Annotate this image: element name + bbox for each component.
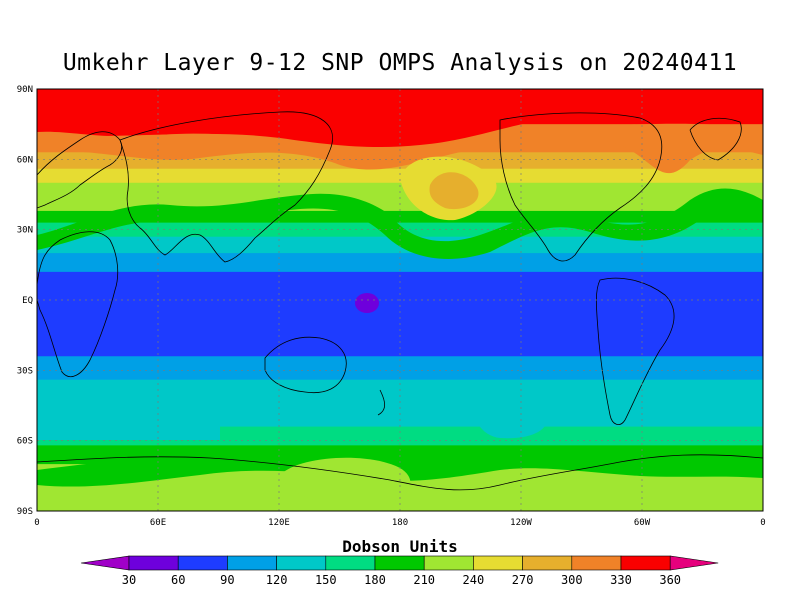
lon-label: 120E: [268, 518, 290, 528]
lon-label: 0: [34, 518, 39, 528]
colorbar-level-label: 60: [171, 573, 185, 587]
lat-label: 30N: [17, 226, 33, 236]
contour-nh-orange-wave: [37, 123, 763, 174]
coast-greenland: [689, 117, 742, 161]
map-area: [37, 89, 763, 511]
contour-band-9: [37, 253, 763, 273]
longitude-labels: 0 60E 120E 180 120W 60W 0: [34, 518, 765, 528]
lat-label: 90S: [17, 507, 33, 517]
coast-africa: [37, 231, 119, 377]
coast-asia: [119, 111, 333, 263]
colorbar-level-label: 330: [610, 573, 632, 587]
colorbar-swatch: [227, 555, 277, 571]
coast-australia: [264, 336, 347, 394]
contour-sh-cyan-bulge-1: [37, 394, 220, 440]
lat-label: 90N: [17, 85, 33, 95]
contour-equatorial-min: [355, 293, 379, 313]
coastlines: [37, 111, 763, 491]
colorbar-level-label: 120: [266, 573, 288, 587]
colorbar-swatch: [276, 555, 327, 571]
contour-band-10: [37, 271, 763, 357]
coast-new-zealand: [377, 389, 386, 416]
contour-band-4: [37, 168, 763, 184]
contour-nh-red-wave: [37, 89, 763, 148]
lon-label: 180: [392, 518, 408, 528]
coast-europe: [37, 131, 123, 209]
colorbar-swatch: [620, 555, 671, 571]
contour-pacific-gold: [429, 172, 479, 210]
contour-nh-green-wave: [37, 188, 763, 259]
colorbar-swatch: [473, 555, 523, 571]
lat-label: 60N: [17, 155, 33, 165]
colorbar-swatch: [522, 555, 573, 571]
colorbar-level-label: 300: [561, 573, 583, 587]
colorbar-level-label: 180: [364, 573, 386, 587]
lon-label: 60W: [634, 518, 651, 528]
contour-sh-cyan-bulge-2: [469, 383, 548, 439]
colorbar-level-label: 30: [122, 573, 136, 587]
colorbar-swatch: [128, 555, 179, 571]
map-frame: [36, 88, 764, 512]
colorbar-high-arrow: [669, 555, 719, 571]
lat-label: EQ: [22, 296, 33, 306]
latitude-labels: 90N 60N 30N EQ 30S 60S 90S: [17, 85, 33, 517]
colorbar-swatch: [177, 555, 228, 571]
colorbar-level-label: 240: [463, 573, 485, 587]
colorbar-level-label: 270: [512, 573, 534, 587]
colorbar-level-label: 150: [315, 573, 337, 587]
colorbar-low-arrow: [80, 555, 130, 571]
lat-label: 60S: [17, 437, 33, 447]
colorbar-level-label: 210: [413, 573, 435, 587]
colorbar-level-label: 360: [659, 573, 681, 587]
colorbar-swatch: [325, 555, 376, 571]
colorbar-title: Dobson Units: [342, 537, 458, 556]
colorbar: 30 60 90 120 150 180 210 240 270 300 330 360: [80, 555, 719, 587]
coast-antarctica: [37, 454, 763, 491]
lon-label: 60E: [150, 518, 166, 528]
coast-south-america: [595, 277, 675, 425]
contour-sh-lightgreen-patch: [280, 457, 411, 507]
lon-label: 120W: [510, 518, 532, 528]
graticule: [37, 89, 763, 511]
colorbar-swatch: [423, 555, 474, 571]
lon-label: 0: [760, 518, 765, 528]
colorbar-swatch: [571, 555, 622, 571]
lat-label: 30S: [17, 366, 33, 376]
page-title: Umkehr Layer 9-12 SNP OMPS Analysis on 2…: [62, 50, 738, 76]
contour-band-11: [37, 356, 763, 381]
colorbar-swatch: [374, 555, 425, 571]
colorbar-level-label: 90: [220, 573, 234, 587]
coast-north-america: [499, 112, 663, 262]
